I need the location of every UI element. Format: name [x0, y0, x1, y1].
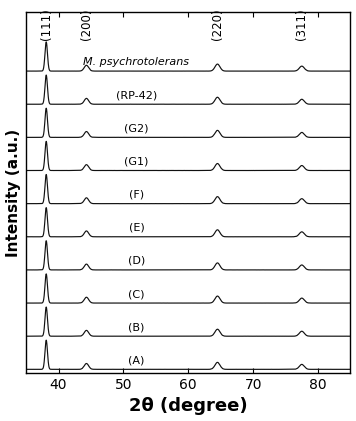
- Y-axis label: Intensity (a.u.): Intensity (a.u.): [6, 129, 21, 257]
- X-axis label: 2θ (degree): 2θ (degree): [129, 397, 247, 416]
- Text: (RP-42): (RP-42): [116, 90, 157, 100]
- Text: (220): (220): [211, 8, 224, 40]
- Text: (111): (111): [40, 8, 53, 40]
- Text: (C): (C): [128, 289, 145, 299]
- Text: (311): (311): [295, 8, 308, 40]
- Text: (G1): (G1): [124, 157, 148, 167]
- Text: (G2): (G2): [124, 123, 149, 133]
- Text: (D): (D): [128, 256, 145, 266]
- Text: (A): (A): [128, 355, 145, 365]
- Text: (B): (B): [128, 322, 145, 332]
- Text: (F): (F): [129, 190, 144, 200]
- Text: (E): (E): [129, 223, 144, 233]
- Text: (200): (200): [80, 8, 93, 40]
- Text: M. psychrotolerans: M. psychrotolerans: [83, 57, 189, 67]
